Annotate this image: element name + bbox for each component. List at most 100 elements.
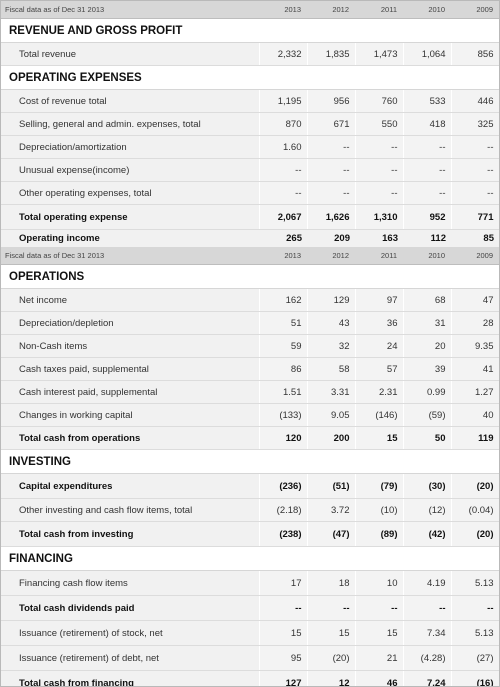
cell-value: (51) bbox=[307, 473, 356, 499]
cell-value: 59 bbox=[259, 334, 308, 358]
table-row: Depreciation/amortization 1.60 -- -- -- … bbox=[1, 135, 499, 159]
cell-value: -- bbox=[451, 595, 499, 621]
cell-value: 5.13 bbox=[451, 620, 499, 646]
table-row-operating-income: Operating income 265 209 163 112 85 bbox=[1, 229, 499, 247]
table-row-total-investing: Total cash from investing (238) (47) (89… bbox=[1, 521, 499, 547]
section-title: FINANCING bbox=[1, 546, 499, 571]
cell-value: 129 bbox=[307, 288, 356, 312]
section-investing: INVESTING bbox=[1, 449, 499, 474]
cell-value: 31 bbox=[403, 311, 452, 335]
section-financing: FINANCING bbox=[1, 546, 499, 571]
cell-value: 15 bbox=[355, 620, 404, 646]
cell-value: 1,064 bbox=[403, 42, 452, 66]
cell-value: 36 bbox=[355, 311, 404, 335]
row-label: Net income bbox=[1, 288, 260, 312]
table-row: Net income 162 129 97 68 47 bbox=[1, 288, 499, 312]
cell-value: 671 bbox=[307, 112, 356, 136]
cell-value: 856 bbox=[451, 42, 499, 66]
year-header: 2013 bbox=[259, 247, 307, 265]
cell-value: (0.04) bbox=[451, 498, 499, 522]
cell-value: (10) bbox=[355, 498, 404, 522]
table-row: Unusual expense(income) -- -- -- -- -- bbox=[1, 158, 499, 182]
row-label: Issuance (retirement) of stock, net bbox=[1, 620, 260, 646]
cell-value: 97 bbox=[355, 288, 404, 312]
cell-value: 2,067 bbox=[259, 204, 308, 230]
table-row: Financing cash flow items 17 18 10 4.19 … bbox=[1, 570, 499, 596]
cell-value: 68 bbox=[403, 288, 452, 312]
cell-value: 2,332 bbox=[259, 42, 308, 66]
year-header: 2013 bbox=[259, 1, 307, 19]
row-label: Total cash from operations bbox=[1, 426, 260, 450]
cell-value: 325 bbox=[451, 112, 499, 136]
cell-value: -- bbox=[451, 135, 499, 159]
cell-value: -- bbox=[403, 135, 452, 159]
row-label: Financing cash flow items bbox=[1, 570, 260, 596]
cell-value: 10 bbox=[355, 570, 404, 596]
cell-value: (146) bbox=[355, 403, 404, 427]
cell-value: 7.34 bbox=[403, 620, 452, 646]
cell-value: 3.31 bbox=[307, 380, 356, 404]
cell-value: 9.35 bbox=[451, 334, 499, 358]
cell-value: 9.05 bbox=[307, 403, 356, 427]
cell-value: 4.19 bbox=[403, 570, 452, 596]
table-row: Issuance (retirement) of stock, net 15 1… bbox=[1, 620, 499, 646]
year-header: 2011 bbox=[355, 1, 403, 19]
row-label: Selling, general and admin. expenses, to… bbox=[1, 112, 260, 136]
section-title: OPERATIONS bbox=[1, 264, 499, 289]
cell-value: 2.31 bbox=[355, 380, 404, 404]
cell-value: 32 bbox=[307, 334, 356, 358]
cell-value: -- bbox=[259, 595, 308, 621]
row-label: Other operating expenses, total bbox=[1, 181, 260, 205]
cell-value: 3.72 bbox=[307, 498, 356, 522]
cell-value: -- bbox=[355, 158, 404, 182]
cell-value: (238) bbox=[259, 521, 308, 547]
cell-value: (79) bbox=[355, 473, 404, 499]
cell-value: 58 bbox=[307, 357, 356, 381]
cell-value: 162 bbox=[259, 288, 308, 312]
cell-value: 550 bbox=[355, 112, 404, 136]
row-label: Capital expenditures bbox=[1, 473, 260, 499]
cell-value: (59) bbox=[403, 403, 452, 427]
cell-value: (12) bbox=[403, 498, 452, 522]
cell-value: (133) bbox=[259, 403, 308, 427]
cell-value: 119 bbox=[451, 426, 499, 450]
cell-value: (20) bbox=[451, 521, 499, 547]
cell-value: 17 bbox=[259, 570, 308, 596]
table-row: Non-Cash items 59 32 24 20 9.35 bbox=[1, 334, 499, 358]
year-header: 2009 bbox=[451, 247, 499, 265]
row-label: Non-Cash items bbox=[1, 334, 260, 358]
cell-value: -- bbox=[307, 595, 356, 621]
cell-value: 39 bbox=[403, 357, 452, 381]
cell-value: (4.28) bbox=[403, 645, 452, 671]
table-row: Cost of revenue total 1,195 956 760 533 … bbox=[1, 89, 499, 113]
cell-value: 85 bbox=[451, 229, 499, 247]
cell-value: 200 bbox=[307, 426, 356, 450]
cell-value: 51 bbox=[259, 311, 308, 335]
table-row: Other investing and cash flow items, tot… bbox=[1, 498, 499, 522]
cell-value: 15 bbox=[307, 620, 356, 646]
cell-value: 24 bbox=[355, 334, 404, 358]
cell-value: 95 bbox=[259, 645, 308, 671]
cell-value: 7.24 bbox=[403, 670, 452, 686]
cell-value: 47 bbox=[451, 288, 499, 312]
table-row-capital-expenditures: Capital expenditures (236) (51) (79) (30… bbox=[1, 473, 499, 499]
cell-value: 771 bbox=[451, 204, 499, 230]
cell-value: 1.60 bbox=[259, 135, 308, 159]
cell-value: -- bbox=[355, 595, 404, 621]
cell-value: 1,310 bbox=[355, 204, 404, 230]
cell-value: (20) bbox=[307, 645, 356, 671]
table-row: Issuance (retirement) of debt, net 95 (2… bbox=[1, 645, 499, 671]
cell-value: 760 bbox=[355, 89, 404, 113]
year-header: 2012 bbox=[307, 1, 355, 19]
table-row: Depreciation/depletion 51 43 36 31 28 bbox=[1, 311, 499, 335]
row-label: Depreciation/amortization bbox=[1, 135, 260, 159]
cell-value: 1,473 bbox=[355, 42, 404, 66]
row-label: Total operating expense bbox=[1, 204, 260, 230]
year-header: 2010 bbox=[403, 247, 451, 265]
year-header: 2011 bbox=[355, 247, 403, 265]
row-label: Total cash from investing bbox=[1, 521, 260, 547]
cell-value: (27) bbox=[451, 645, 499, 671]
cell-value: 40 bbox=[451, 403, 499, 427]
